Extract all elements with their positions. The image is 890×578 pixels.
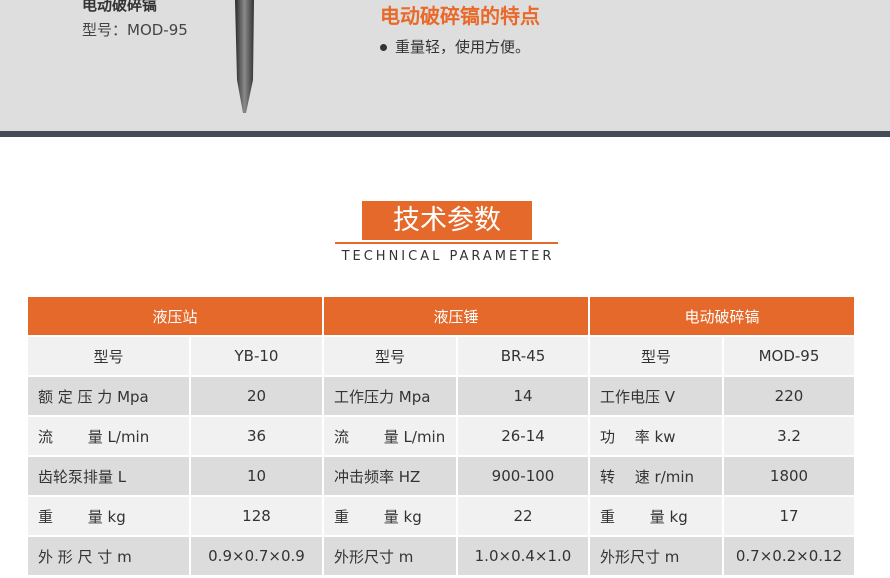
group-header: 液压锤 [324,297,588,335]
param-value: 900-100 [458,457,588,495]
param-value: 14 [458,377,588,415]
section-underline [335,242,558,244]
bullet-icon [380,44,387,51]
product-banner: 电动破碎镐 型号：MOD-95 电动破碎镐的特点 重量轻，使用方便。 [0,0,890,131]
param-label: 流 量 L/min [324,417,456,455]
parameter-table: 液压站 液压锤 电动破碎镐 型号 YB-10 型号 BR-45 型号 MOD-95 额 定 … [26,295,856,577]
feature-item: 重量轻，使用方便。 [380,36,530,57]
table-row: 重 量 kg 128 重 量 kg 22 重 量 kg 17 [28,497,854,535]
param-label: 型号 [28,337,189,375]
param-value: 36 [191,417,322,455]
param-value: MOD-95 [724,337,854,375]
param-label: 额 定 压 力 Mpa [28,377,189,415]
group-header: 电动破碎镐 [590,297,854,335]
param-label: 冲击频率 HZ [324,457,456,495]
param-label: 外 形 尺 寸 m [28,537,189,575]
param-value: 26-14 [458,417,588,455]
param-value: 1.0×0.4×1.0 [458,537,588,575]
param-value: 17 [724,497,854,535]
section-title: 技术参数 [362,201,532,240]
param-value: 128 [191,497,322,535]
param-label: 重 量 kg [28,497,189,535]
param-value: 22 [458,497,588,535]
param-value: 1800 [724,457,854,495]
param-label: 型号 [590,337,722,375]
table-row: 外 形 尺 寸 m 0.9×0.7×0.9 外形尺寸 m 1.0×0.4×1.0 外形尺… [28,537,854,575]
param-value: 3.2 [724,417,854,455]
param-label: 重 量 kg [590,497,722,535]
param-label: 外形尺寸 m [590,537,722,575]
chisel-image [235,0,254,113]
table-row: 型号 YB-10 型号 BR-45 型号 MOD-95 [28,337,854,375]
param-label: 外形尺寸 m [324,537,456,575]
param-value: BR-45 [458,337,588,375]
param-value: 20 [191,377,322,415]
product-name: 电动破碎镐 [82,0,158,14]
param-label: 型号 [324,337,456,375]
param-value: 0.7×0.2×0.12 [724,537,854,575]
param-value: YB-10 [191,337,322,375]
table-row: 额 定 压 力 Mpa 20 工作压力 Mpa 14 工作电压 V 220 [28,377,854,415]
param-label: 转 速 r/min [590,457,722,495]
divider-bar [0,131,890,137]
param-label: 重 量 kg [324,497,456,535]
table-row: 齿轮泵排量 L 10 冲击频率 HZ 900-100 转 速 r/min 1800 [28,457,854,495]
param-value: 0.9×0.7×0.9 [191,537,322,575]
param-value: 10 [191,457,322,495]
param-label: 流 量 L/min [28,417,189,455]
product-model: 型号：MOD-95 [82,21,188,39]
table-row: 流 量 L/min 36 流 量 L/min 26-14 功 率 kw 3.2 [28,417,854,455]
param-label: 功 率 kw [590,417,722,455]
param-label: 齿轮泵排量 L [28,457,189,495]
features-title: 电动破碎镐的特点 [380,4,540,28]
group-header: 液压站 [28,297,322,335]
section-subtitle: TECHNICAL PARAMETER [341,249,555,264]
param-label: 工作电压 V [590,377,722,415]
param-label: 工作压力 Mpa [324,377,456,415]
param-value: 220 [724,377,854,415]
